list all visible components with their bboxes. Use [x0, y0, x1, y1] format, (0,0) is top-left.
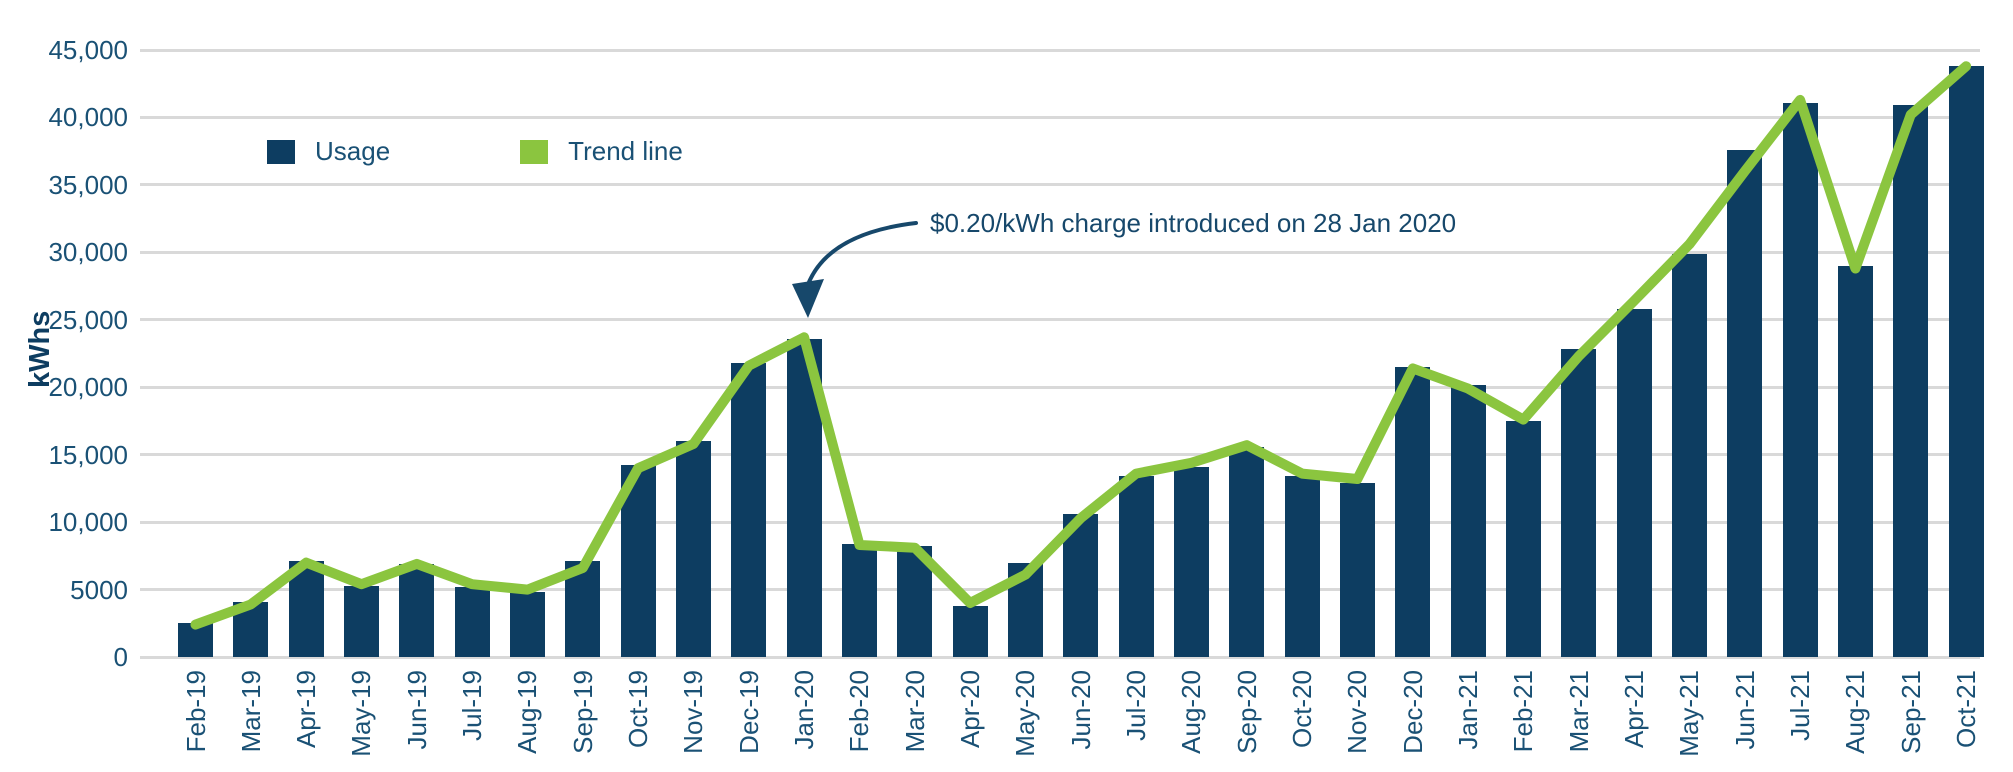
x-axis-tick-label: Jul-20	[1121, 670, 1152, 741]
x-axis-tick-label: May-21	[1674, 670, 1705, 757]
usage-bar	[565, 561, 601, 657]
trend-legend-item: Trend line	[520, 136, 683, 167]
usage-bar	[1893, 105, 1929, 657]
x-axis-tick-label: Dec-20	[1397, 670, 1428, 754]
x-axis-tick-label: Aug-21	[1840, 670, 1871, 754]
usage-bar	[454, 586, 490, 657]
usage-bar	[178, 623, 213, 657]
x-axis-tick-label: Oct-19	[623, 670, 654, 749]
trend-legend-label: Trend line	[568, 136, 683, 166]
x-axis-tick-label: Jun-20	[1065, 670, 1096, 750]
x-axis-tick-label: Mar-21	[1563, 670, 1594, 753]
usage-bar	[731, 362, 767, 657]
usage-bar	[1339, 483, 1375, 657]
usage-bar	[1007, 562, 1043, 657]
x-axis-tick-label: May-19	[346, 670, 377, 757]
usage-legend-swatch-icon	[267, 139, 295, 164]
x-axis-tick-label: Sep-19	[567, 670, 598, 754]
annotation-arrow-icon	[804, 221, 918, 292]
usage-bar	[1671, 253, 1707, 657]
usage-bar	[1782, 102, 1818, 657]
x-axis-tick-label: Sep-20	[1231, 670, 1262, 754]
x-axis-tick-label: Feb-20	[844, 670, 875, 753]
usage-bar	[1450, 384, 1486, 657]
y-axis-tick-label: 35,000	[48, 169, 128, 200]
x-axis-tick-label: Dec-19	[733, 670, 764, 754]
usage-bar	[343, 585, 379, 657]
x-axis-tick-label: Mar-20	[899, 670, 930, 753]
x-axis-tick-label: Apr-21	[1619, 670, 1650, 749]
usage-bar	[1837, 265, 1873, 657]
chart-legend: Usage Trend line	[267, 136, 683, 167]
usage-bar	[1229, 446, 1265, 657]
x-axis-tick-label: Jun-21	[1729, 670, 1760, 750]
x-axis-tick-label: Aug-19	[512, 670, 543, 754]
gridline	[140, 183, 1980, 187]
usage-bar	[1727, 149, 1763, 657]
usage-bar	[620, 465, 656, 657]
usage-bar	[675, 441, 711, 657]
gridline	[140, 655, 1980, 659]
gridline	[140, 48, 1980, 52]
x-axis-tick-label: Oct-20	[1287, 670, 1318, 749]
usage-legend-label: Usage	[315, 136, 391, 166]
usage-bar	[1118, 476, 1154, 657]
usage-bar	[288, 561, 324, 657]
usage-bar	[786, 338, 822, 657]
usage-bar	[1616, 309, 1652, 657]
x-axis-tick-label: Apr-19	[291, 670, 322, 749]
x-axis-tick-label: Oct-21	[1951, 670, 1982, 749]
x-axis-tick-label: Feb-21	[1508, 670, 1539, 753]
y-axis-tick-label: 25,000	[48, 304, 128, 335]
y-axis-tick-label: 0	[113, 642, 128, 672]
annotation-arrowhead-icon	[792, 279, 824, 318]
usage-bar	[233, 601, 269, 657]
usage-bar	[1284, 476, 1320, 657]
usage-bar	[399, 563, 435, 657]
x-axis-tick-label: Jan-21	[1453, 670, 1484, 750]
x-axis-tick-label: Jul-21	[1785, 670, 1816, 741]
gridline	[140, 115, 1980, 119]
x-axis-tick-label: Jan-20	[789, 670, 820, 750]
usage-bar	[1948, 66, 1984, 657]
y-axis-tick-label: 30,000	[48, 237, 128, 268]
x-axis-tick-label: Jul-19	[457, 670, 488, 741]
x-axis-tick-label: Feb-19	[180, 670, 211, 753]
usage-bar	[1063, 514, 1099, 657]
y-axis-tick-label: 20,000	[48, 372, 128, 403]
usage-bar	[509, 592, 545, 657]
x-axis-tick-label: Aug-20	[1176, 670, 1207, 754]
x-axis-tick-label: May-20	[1010, 670, 1041, 757]
usage-bar	[841, 543, 877, 657]
annotation-text: $0.20/kWh charge introduced on 28 Jan 20…	[930, 208, 1457, 238]
x-axis-tick-label: Sep-21	[1895, 670, 1926, 754]
usage-bar	[1173, 466, 1209, 657]
y-axis-tick-label: 15,000	[48, 439, 128, 470]
x-axis-tick-label: Apr-20	[955, 670, 986, 749]
x-axis-tick-label: Nov-19	[678, 670, 709, 754]
usage-bar	[1561, 349, 1597, 657]
y-axis-tick-label: 45,000	[48, 35, 128, 66]
x-axis-tick-label: Nov-20	[1342, 670, 1373, 754]
usage-bar	[1505, 420, 1541, 657]
x-axis-tick-label: Mar-19	[235, 670, 266, 753]
usage-bar	[952, 605, 988, 657]
usage-bar	[1395, 367, 1431, 657]
usage-bar	[897, 546, 933, 657]
trend-legend-swatch-icon	[520, 139, 549, 164]
y-axis-tick-label: 40,000	[48, 102, 128, 133]
y-axis-tick-label: 5000	[70, 574, 128, 605]
y-axis-tick-label: 10,000	[48, 507, 128, 538]
x-axis-tick-label: Jun-19	[401, 670, 432, 750]
